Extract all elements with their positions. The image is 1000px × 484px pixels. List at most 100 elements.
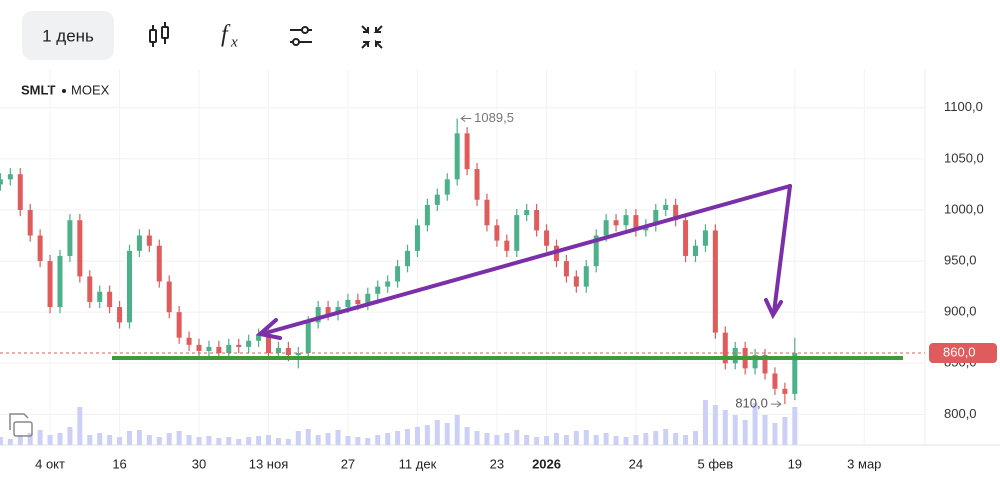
volume-bar <box>206 436 212 445</box>
volume-bar <box>355 437 361 445</box>
candle-body <box>156 245 162 282</box>
candle-body <box>226 344 232 354</box>
y-tick-label: 950,0 <box>944 253 977 268</box>
candle-body <box>424 204 430 226</box>
volume-bar <box>792 407 798 445</box>
volume-bar <box>126 431 132 445</box>
volume-bar <box>186 435 192 445</box>
volume-bar <box>0 437 3 445</box>
volume-bar <box>623 437 629 445</box>
candle-body <box>722 332 728 364</box>
collapse-icon[interactable] <box>361 25 383 49</box>
volume-bar <box>563 435 569 445</box>
volume-bar <box>583 430 589 445</box>
candle-body <box>752 355 758 369</box>
volume-bar <box>405 429 411 445</box>
candle-body <box>136 235 142 251</box>
volume-bar <box>156 437 162 445</box>
formula-icon-x[interactable]: x <box>230 34 238 50</box>
volume-bar <box>643 433 649 445</box>
volume-bar <box>603 433 609 445</box>
candle-body <box>623 215 629 226</box>
candle-body <box>305 322 311 354</box>
candle-body <box>355 299 361 304</box>
copy-icon[interactable] <box>9 413 33 437</box>
candle-body <box>405 250 411 267</box>
volume-bar <box>683 435 689 445</box>
candle-body <box>206 346 212 351</box>
candle-body <box>275 347 281 354</box>
candles-icon[interactable] <box>149 22 169 47</box>
volume-bar <box>702 400 708 445</box>
volume-bar <box>663 429 669 445</box>
volume-bar <box>742 420 748 445</box>
volume-bar <box>414 427 420 445</box>
candle-body <box>484 199 490 226</box>
candle-body <box>414 225 420 251</box>
volume-bar <box>573 431 579 445</box>
candle-body <box>593 235 599 267</box>
candle-body <box>762 355 768 374</box>
candle-body <box>693 245 698 256</box>
last-price-label: 860,0 <box>943 344 976 359</box>
volume-bar <box>494 435 500 445</box>
ticker: SMLT <box>21 82 55 97</box>
x-tick-label: 19 <box>788 456 802 471</box>
candle-body <box>613 220 619 226</box>
candle-body <box>285 347 291 356</box>
volume-bar <box>295 431 301 445</box>
volume-bar <box>444 423 450 445</box>
volume-bar <box>772 423 778 445</box>
candle-body <box>792 353 798 394</box>
candle-body <box>583 266 589 287</box>
trend-arrow[interactable] <box>255 184 792 340</box>
candle-body <box>27 209 33 236</box>
candle-body <box>196 344 202 351</box>
candle-body <box>37 235 43 262</box>
candle-body <box>176 312 182 338</box>
candle-body <box>17 174 23 210</box>
volume-bar <box>256 436 262 445</box>
candle-body <box>454 133 460 180</box>
candle-body <box>772 373 778 389</box>
volume-bar <box>593 435 599 445</box>
candle-body <box>514 215 520 251</box>
volume-bar <box>504 433 510 445</box>
volume-bar <box>87 435 93 445</box>
candle-body <box>395 266 401 282</box>
volume-bar <box>613 436 619 445</box>
x-tick-label: 23 <box>490 456 504 471</box>
volume-bar <box>57 433 63 445</box>
volume-bar <box>67 427 73 445</box>
candle-body <box>375 286 381 294</box>
volume-bar <box>752 403 758 445</box>
candle-body <box>673 204 679 221</box>
candle-body <box>186 337 192 345</box>
volume-bar <box>712 405 718 445</box>
volume-bar <box>146 435 152 445</box>
volume-bar <box>305 429 311 445</box>
settings-icon[interactable] <box>290 26 312 46</box>
x-tick-label: 13 ноя <box>249 456 289 471</box>
volume-bar <box>315 435 321 445</box>
volume-bar <box>434 420 440 445</box>
max-arrow <box>460 115 472 122</box>
volume-bar <box>693 431 698 445</box>
volume-bar <box>782 417 788 445</box>
formula-icon-f[interactable]: f <box>221 22 231 48</box>
volume-bar <box>216 438 222 445</box>
candle-body <box>7 174 13 180</box>
volume-bar <box>17 435 23 445</box>
candle-body <box>315 307 321 323</box>
x-tick-label: 5 фев <box>698 456 734 471</box>
candle-body <box>107 291 113 308</box>
x-tick-label: 16 <box>112 456 126 471</box>
x-tick-label: 27 <box>341 456 355 471</box>
candle-body <box>444 179 450 195</box>
interval-button[interactable] <box>22 11 114 60</box>
candle-body <box>47 261 53 308</box>
volume-bar <box>385 433 391 445</box>
volume-bar <box>226 437 232 445</box>
